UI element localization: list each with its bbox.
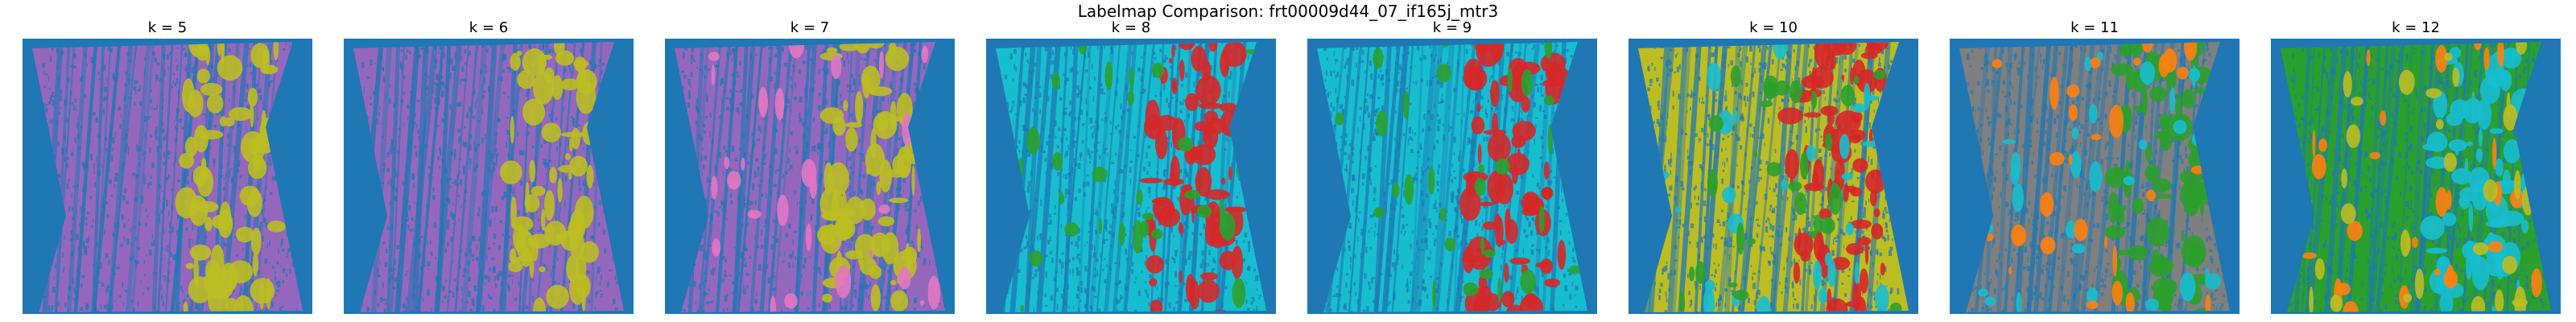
labelmap-panel-k10: k = 10 — [1629, 19, 1918, 314]
labelmap-panel-k6: k = 6 — [344, 19, 634, 314]
labelmap-image — [665, 39, 955, 314]
panel-title: k = 5 — [147, 19, 188, 36]
panel-title: k = 8 — [1111, 19, 1151, 36]
labelmap-image — [1950, 39, 2240, 314]
figure-title: Labelmap Comparison: frt00009d44_07_if16… — [1077, 2, 1499, 21]
labelmap-image — [23, 39, 312, 314]
labelmap-panel-k7: k = 7 — [665, 19, 955, 314]
panel-title: k = 10 — [1749, 19, 1798, 36]
labelmap-image — [1629, 39, 1918, 314]
panel-title: k = 7 — [790, 19, 830, 36]
labelmap-panel-k8: k = 8 — [986, 19, 1276, 314]
panel-title: k = 12 — [2392, 19, 2440, 36]
labelmap-panel-k5: k = 5 — [23, 19, 312, 314]
panel-title: k = 6 — [469, 19, 509, 36]
labelmap-image — [344, 39, 634, 314]
panel-title: k = 9 — [1432, 19, 1472, 36]
labelmap-panel-k12: k = 12 — [2271, 19, 2561, 314]
labelmap-image — [1307, 39, 1597, 314]
labelmap-panel-k11: k = 11 — [1950, 19, 2240, 314]
labelmap-image — [2271, 39, 2561, 314]
labelmap-panel-k9: k = 9 — [1307, 19, 1597, 314]
labelmap-image — [986, 39, 1276, 314]
panel-title: k = 11 — [2070, 19, 2119, 36]
